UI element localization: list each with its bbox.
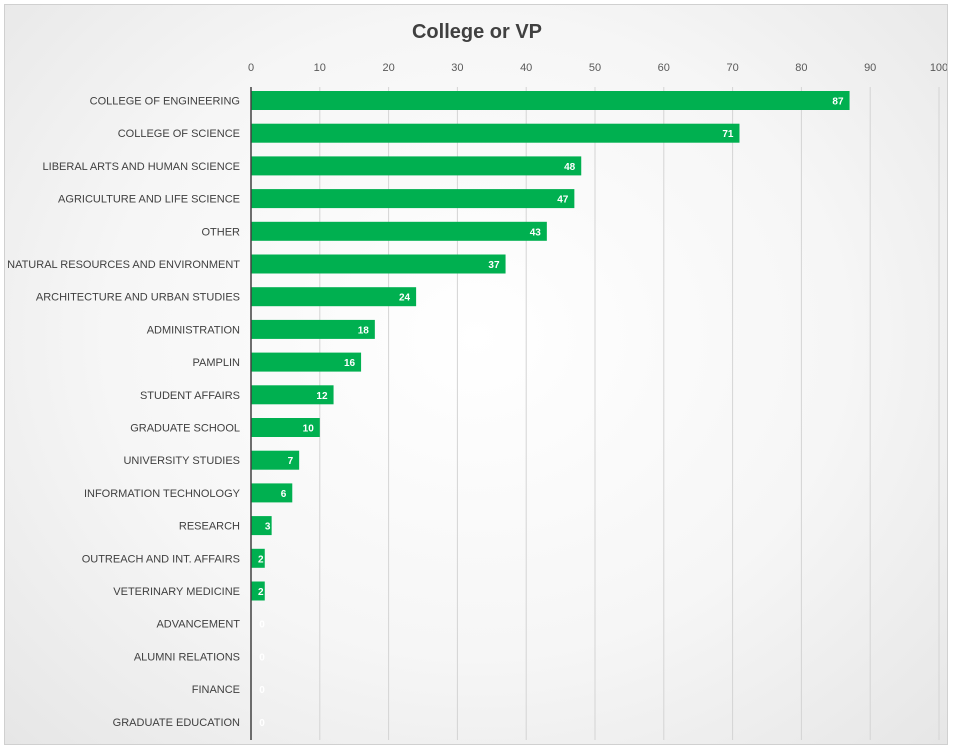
x-tick-label: 10 xyxy=(314,62,326,74)
bar-chart: 0 10 20 30 40 50 60 70 80 90 100 87714847433724181… xyxy=(7,62,948,740)
bar xyxy=(251,287,417,307)
category-label: GRADUATE EDUCATION xyxy=(113,717,240,729)
bar xyxy=(251,418,320,437)
chart-title: College or VP xyxy=(411,21,543,43)
data-label: 12 xyxy=(316,391,328,402)
category-label: RESEARCH xyxy=(179,521,240,533)
data-label: 43 xyxy=(530,227,542,238)
category-label: AGRICULTURE AND LIFE SCIENCE xyxy=(58,194,240,206)
data-label: 16 xyxy=(344,358,356,369)
x-tick-label: 100 xyxy=(930,62,948,74)
data-label: 2 xyxy=(258,587,264,598)
category-label: COLLEGE OF ENGINEERING xyxy=(90,96,240,108)
bar xyxy=(251,483,293,503)
x-tick-label: 0 xyxy=(248,62,254,74)
category-label: INFORMATION TECHNOLOGY xyxy=(84,488,241,500)
bar xyxy=(251,450,300,470)
data-label: 0 xyxy=(259,718,265,729)
category-label: OTHER xyxy=(202,226,241,238)
bar xyxy=(251,189,575,209)
data-label: 71 xyxy=(722,129,734,140)
x-tick-label: 30 xyxy=(451,62,463,74)
category-labels: COLLEGE OF ENGINEERING COLLEGE OF SCIENCE… xyxy=(7,96,241,729)
bar xyxy=(251,156,582,176)
data-label: 48 xyxy=(564,162,576,173)
data-label: 87 xyxy=(832,97,844,108)
data-label: 47 xyxy=(557,195,569,206)
bar xyxy=(251,319,375,339)
category-label: ADMINISTRATION xyxy=(147,324,240,336)
data-label: 0 xyxy=(259,685,265,696)
data-label: 37 xyxy=(488,260,500,271)
bar xyxy=(251,123,740,143)
x-tick-label: 20 xyxy=(382,62,394,74)
data-label: 18 xyxy=(358,325,370,336)
x-tick-label: 60 xyxy=(658,62,670,74)
bar xyxy=(251,221,547,241)
category-label: UNIVERSITY STUDIES xyxy=(123,455,240,467)
bar xyxy=(251,516,272,536)
bar xyxy=(251,91,850,110)
category-label: NATURAL RESOURCES AND ENVIRONMENT xyxy=(7,259,240,271)
category-label: STUDENT AFFAIRS xyxy=(140,390,240,402)
x-tick-label: 80 xyxy=(795,62,807,74)
category-label: VETERINARY MEDICINE xyxy=(113,586,240,598)
bar xyxy=(251,385,334,405)
x-tick-label: 40 xyxy=(520,62,532,74)
x-tick-label: 90 xyxy=(864,62,876,74)
bar xyxy=(251,581,265,601)
data-label: 10 xyxy=(303,424,315,435)
data-label: 3 xyxy=(265,522,271,533)
x-tick-label: 70 xyxy=(726,62,738,74)
gridlines xyxy=(319,87,940,740)
x-axis-ticks: 0 10 20 30 40 50 60 70 80 90 100 xyxy=(248,62,948,74)
chart-area: College or VP 0 10 20 30 40 50 60 70 80 90 100 87 7… xyxy=(4,4,948,745)
category-label: OUTREACH AND INT. AFFAIRS xyxy=(82,553,240,565)
category-label: ARCHITECTURE AND URBAN STUDIES xyxy=(36,292,240,304)
category-label: LIBERAL ARTS AND HUMAN SCIENCE xyxy=(43,161,240,173)
category-label: ALUMNI RELATIONS xyxy=(134,651,240,663)
category-label: FINANCE xyxy=(192,684,240,696)
category-label: GRADUATE SCHOOL xyxy=(130,423,240,435)
data-label: 6 xyxy=(281,489,287,500)
category-label: COLLEGE OF SCIENCE xyxy=(118,128,240,140)
data-label: 24 xyxy=(399,293,411,304)
bars: 87 71 48 47 43 37 24 18 16 12 10 7 6 3 2 2 0 0 0 0 xyxy=(251,91,850,729)
category-label: PAMPLIN xyxy=(193,357,241,369)
bar xyxy=(251,352,362,372)
x-tick-label: 50 xyxy=(589,62,601,74)
data-label: 0 xyxy=(259,652,265,663)
bar xyxy=(251,548,265,568)
data-label: 0 xyxy=(259,620,265,631)
data-label: 7 xyxy=(288,456,294,467)
bar xyxy=(251,254,506,274)
category-label: ADVANCEMENT xyxy=(156,619,240,631)
data-label: 2 xyxy=(258,554,264,565)
